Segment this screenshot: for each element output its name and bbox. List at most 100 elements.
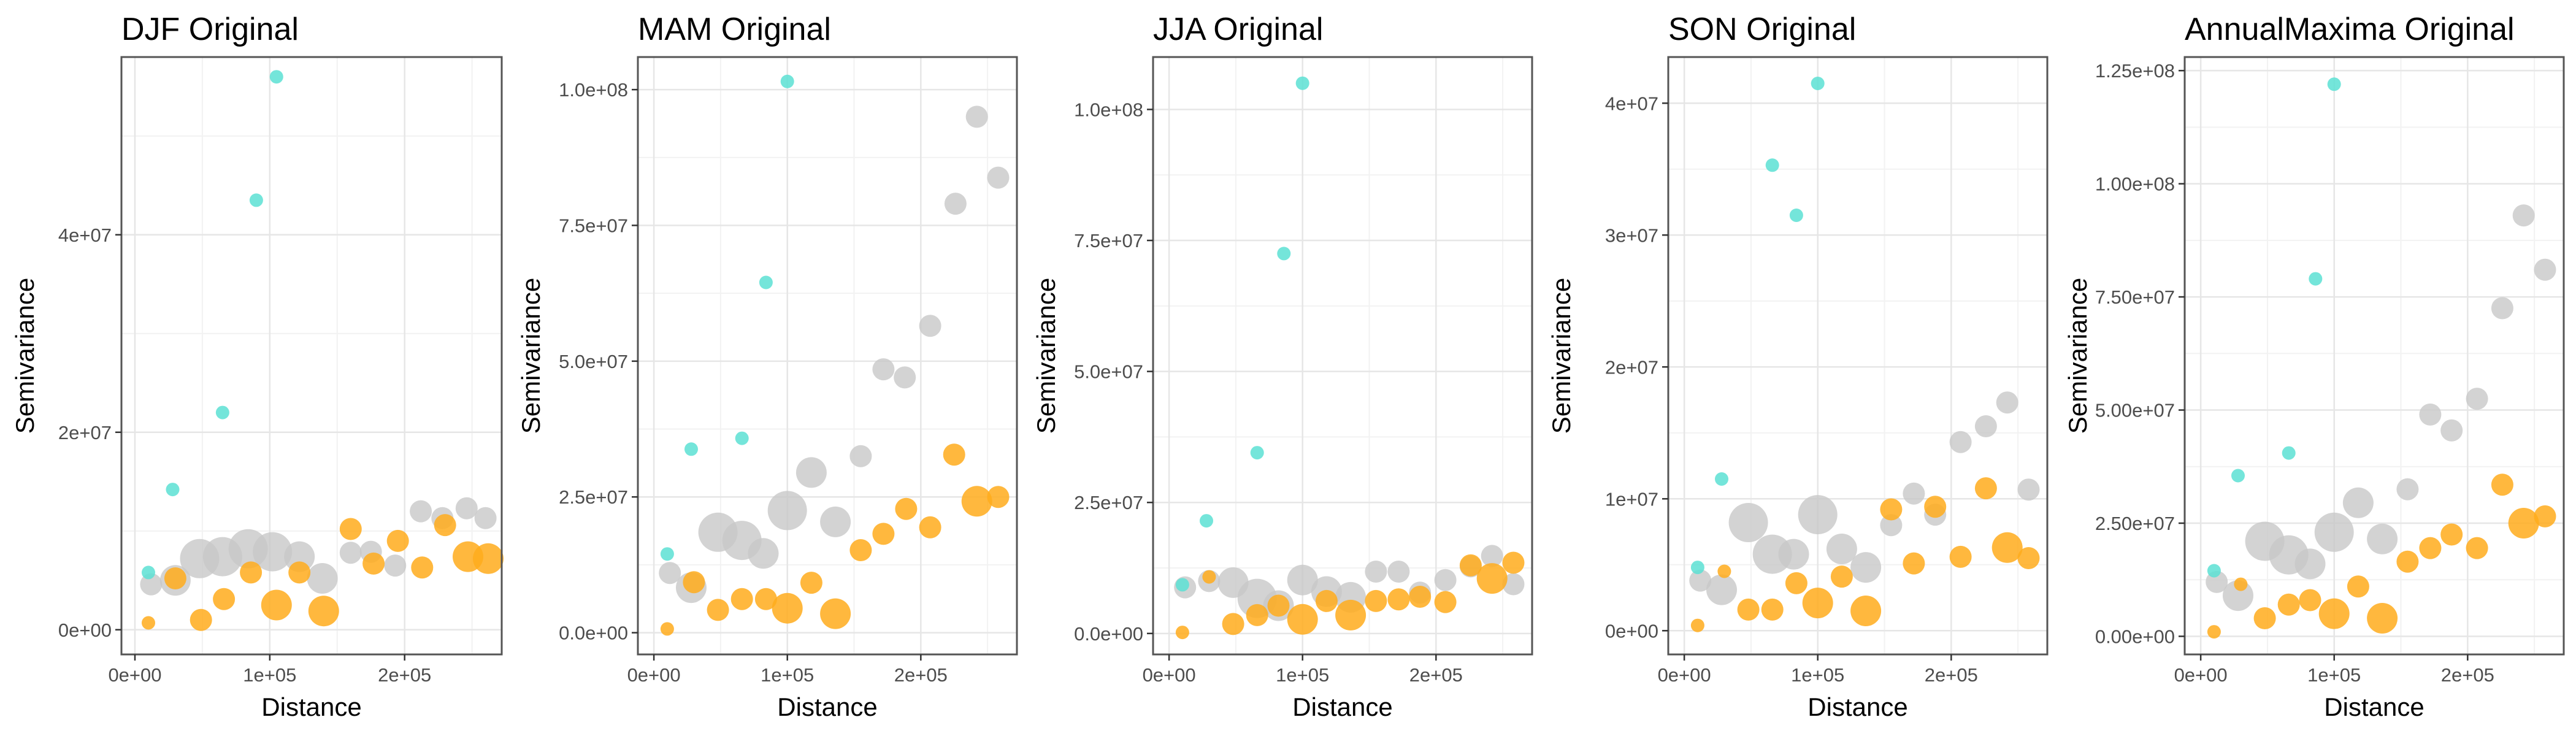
point-mid-6: [1287, 564, 1318, 596]
x-axis-label: Distance: [777, 692, 877, 721]
y-tick-label: 0.00e+00: [2095, 626, 2175, 647]
point-low-11: [895, 497, 918, 520]
point-low-8: [308, 596, 339, 627]
point-mid-7: [284, 541, 315, 572]
y-tick-label: 1e+07: [1605, 488, 1658, 510]
point-mid-1: [1689, 569, 1712, 592]
point-mid-15: [1502, 573, 1525, 596]
x-tick-label: 2e+05: [2441, 664, 2494, 686]
point-low-8: [2367, 603, 2398, 634]
point-mid-13: [2491, 297, 2513, 320]
point-low-8: [820, 598, 851, 629]
point-low-14: [2508, 508, 2539, 539]
point-low-6: [261, 589, 292, 621]
point-low-11: [1409, 586, 1432, 608]
point-low-13: [434, 514, 456, 537]
point-high-3: [215, 405, 229, 420]
point-low-10: [1903, 552, 1925, 575]
point-low-15: [2534, 505, 2556, 527]
x-axis-label: Distance: [1292, 692, 1392, 721]
point-low-12: [919, 516, 941, 539]
point-low-3: [2253, 607, 2276, 629]
y-tick-label: 0.0e+00: [559, 623, 628, 644]
point-mid-6: [767, 491, 807, 531]
point-low-9: [1880, 498, 1903, 521]
point-low-1: [142, 616, 155, 630]
point-low-1: [1175, 626, 1189, 640]
point-mid-15: [2534, 258, 2556, 281]
point-low-12: [1949, 545, 1972, 568]
point-mid-14: [1481, 545, 1503, 567]
point-high-3: [1765, 158, 1779, 172]
point-low-5: [1267, 594, 1290, 617]
point-mid-14: [455, 497, 478, 519]
point-mid-2: [1706, 574, 1737, 605]
point-high-1: [1175, 578, 1189, 592]
point-low-11: [1924, 496, 1947, 518]
y-tick-label: 2e+07: [58, 422, 112, 443]
point-high-2: [2231, 469, 2245, 483]
point-low-7: [1315, 589, 1338, 612]
point-high-4: [759, 275, 773, 289]
point-low-13: [1974, 477, 1997, 500]
x-axis-label: Distance: [2324, 692, 2424, 721]
point-low-9: [1365, 589, 1387, 612]
point-mid-12: [410, 500, 432, 523]
point-low-15: [987, 486, 1010, 508]
chart-title: JJA Original: [1153, 12, 1323, 47]
point-low-9: [339, 518, 362, 540]
point-mid-7: [1826, 534, 1857, 564]
point-low-4: [213, 588, 236, 610]
point-mid-9: [1880, 514, 1903, 537]
point-low-7: [2347, 575, 2369, 598]
point-high-1: [1690, 561, 1704, 575]
point-mid-1: [659, 562, 681, 585]
panel-border: [2183, 56, 2565, 656]
point-mid-6: [253, 532, 293, 572]
point-mid-12: [2466, 388, 2488, 410]
x-tick-label: 0e+00: [1658, 664, 1711, 686]
y-tick-label: 2.5e+07: [559, 486, 628, 508]
point-low-14: [1476, 563, 1508, 594]
chart-panel-5: 0e+00 1e+05 2e+05 0.00e+00 2.50e+07 5.00e+07 7…: [2063, 12, 2565, 721]
point-mid-3: [1728, 503, 1768, 542]
point-high-1: [2207, 564, 2221, 578]
point-low-15: [2017, 547, 2040, 569]
point-mid-9: [849, 445, 872, 467]
y-tick-label: 4e+07: [58, 224, 112, 246]
point-low-13: [943, 443, 965, 466]
point-mid-1: [140, 573, 163, 596]
point-low-11: [2440, 523, 2463, 546]
point-mid-5: [748, 538, 779, 569]
point-high-1: [142, 565, 155, 580]
y-tick-label: 5.0e+07: [559, 351, 628, 372]
point-low-12: [411, 556, 434, 579]
point-low-15: [473, 543, 504, 574]
point-mid-12: [919, 315, 941, 337]
point-low-9: [849, 539, 872, 561]
point-low-9: [2396, 550, 2419, 573]
y-axis-label: Semivariance: [10, 278, 39, 434]
point-mid-9: [1365, 561, 1387, 583]
point-high-2: [684, 442, 698, 456]
point-mid-8: [307, 563, 338, 594]
x-tick-label: 0e+00: [108, 664, 161, 686]
x-tick-label: 2e+05: [1409, 664, 1463, 686]
chart-title: MAM Original: [638, 12, 831, 47]
point-low-4: [1761, 598, 1784, 621]
point-high-3: [735, 431, 749, 445]
y-axis-label: Semivariance: [516, 278, 545, 434]
point-low-2: [683, 571, 705, 594]
point-mid-10: [2419, 403, 2442, 426]
point-low-3: [1222, 613, 1244, 635]
point-high-4: [249, 193, 263, 207]
point-mid-11: [2440, 419, 2463, 442]
chart-panel-2: 0e+00 1e+05 2e+05 0.0e+00 2.5e+07 5.0e+07 7.5e…: [516, 12, 1018, 721]
y-axis-label: Semivariance: [2063, 278, 2092, 434]
x-tick-label: 1e+05: [2307, 664, 2361, 686]
y-tick-label: 5.00e+07: [2095, 400, 2175, 421]
point-mid-11: [384, 554, 407, 577]
point-mid-9: [339, 542, 362, 564]
point-high-5: [2327, 77, 2341, 91]
point-mid-14: [2512, 204, 2535, 227]
